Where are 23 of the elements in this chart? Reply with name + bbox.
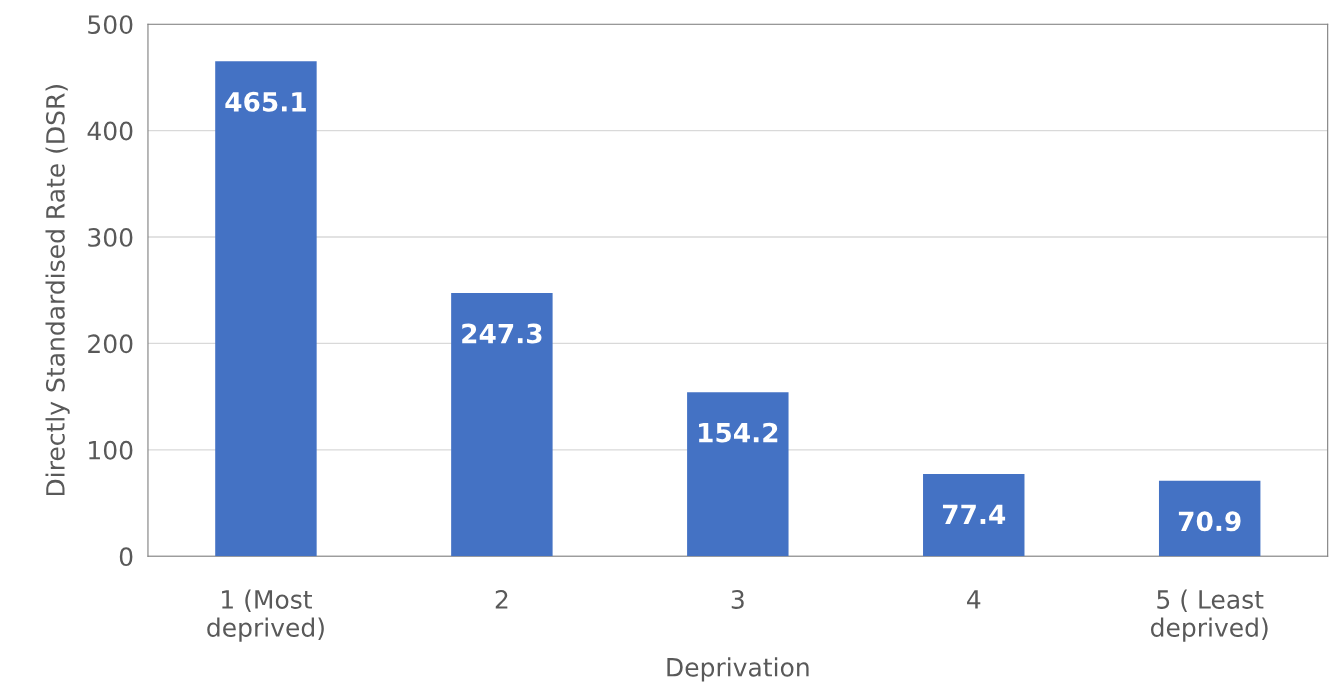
x-tick-label: 3 <box>731 590 744 609</box>
y-tick-label: 200 <box>88 334 133 354</box>
bar <box>923 473 1025 557</box>
y-tick-label: 300 <box>88 227 133 247</box>
data-label: 77.4 <box>942 504 1006 524</box>
x-tick-label: 5 ( Least deprived) <box>1151 589 1268 642</box>
x-tick-label: 4 <box>967 590 981 609</box>
x-axis-title: Deprivation <box>667 657 809 682</box>
x-tick-label: 2 <box>495 590 508 609</box>
y-axis-title: Directly Standardised Rate (DSR) <box>45 85 70 496</box>
y-tick-label: 0 <box>119 547 133 567</box>
y-tick-label: 100 <box>89 440 133 460</box>
data-label: 154.2 <box>699 422 778 443</box>
bar <box>687 392 789 557</box>
y-tick-label: 400 <box>87 121 133 141</box>
data-label: 247.3 <box>462 323 542 344</box>
y-tick-label: 500 <box>88 15 133 35</box>
bar <box>215 61 317 557</box>
data-label: 465.1 <box>225 91 306 112</box>
data-label: 70.9 <box>1178 511 1241 532</box>
bar <box>1158 480 1261 557</box>
x-tick-label: 1 (Most deprived) <box>207 589 324 642</box>
bar <box>451 293 553 557</box>
